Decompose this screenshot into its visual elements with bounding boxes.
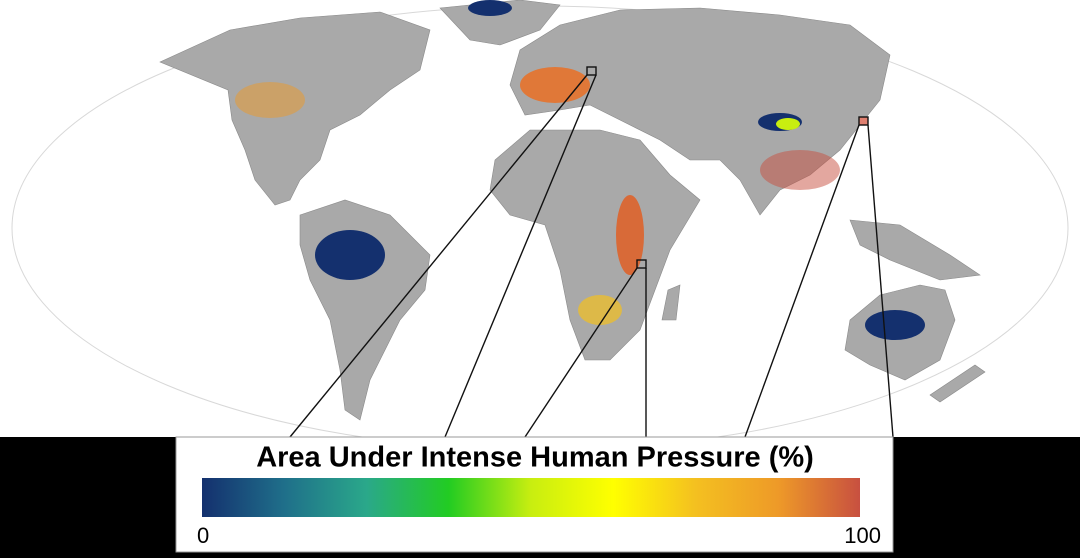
legend-title: Area Under Intense Human Pressure (%) — [256, 442, 814, 474]
connector — [744, 124, 860, 438]
colorbar-max: 100 — [844, 523, 881, 548]
zoom-box — [586, 66, 597, 76]
connector — [289, 74, 588, 438]
africa — [489, 129, 701, 361]
colorbar-min: 0 — [197, 523, 209, 548]
colorbar — [202, 478, 860, 517]
zoom-markers — [289, 66, 894, 438]
patch — [520, 67, 590, 103]
patch — [760, 150, 840, 190]
connector — [444, 74, 597, 438]
zoom-box — [858, 116, 869, 126]
patch — [865, 310, 925, 340]
zoom-box — [636, 259, 647, 269]
southeast-asia — [849, 219, 981, 281]
patch — [315, 230, 385, 280]
connector — [867, 124, 894, 438]
connector — [524, 267, 638, 438]
pressure-patches — [235, 0, 925, 340]
madagascar — [661, 284, 681, 321]
patch — [616, 195, 644, 275]
patch — [235, 82, 305, 118]
patch — [468, 0, 512, 16]
patch — [578, 295, 622, 325]
new-zealand — [929, 364, 986, 403]
patch — [776, 118, 800, 130]
